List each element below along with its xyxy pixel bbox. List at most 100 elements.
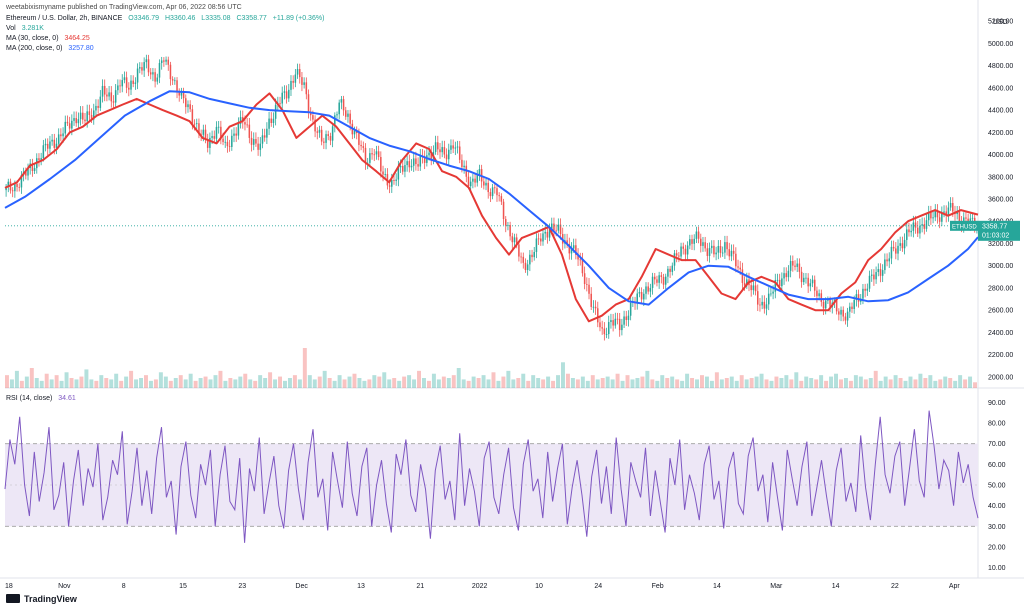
- candle-body: [601, 327, 603, 329]
- volume-bar: [407, 375, 412, 388]
- countdown-label: 01:03:02: [982, 232, 1009, 239]
- candle-body: [489, 192, 492, 197]
- candle-body: [303, 82, 305, 85]
- candle-body: [410, 165, 413, 168]
- volume-bar: [44, 373, 49, 388]
- candle-body: [445, 154, 448, 160]
- candle-body: [678, 255, 680, 257]
- candle-body: [566, 240, 568, 245]
- candle-body: [625, 316, 628, 320]
- candle-body: [51, 139, 53, 142]
- candle-body: [406, 161, 408, 166]
- candle-body: [211, 136, 213, 138]
- candle-body: [724, 242, 726, 253]
- candle-body: [44, 143, 47, 146]
- volume-bar: [605, 376, 610, 388]
- candle-body: [594, 306, 597, 309]
- candle-body: [40, 158, 42, 161]
- candle-body: [108, 92, 110, 97]
- candle-body: [947, 207, 950, 216]
- candle-body: [945, 211, 947, 216]
- candle-body: [77, 119, 80, 124]
- volume-bar: [417, 370, 421, 388]
- volume-bar: [387, 379, 392, 388]
- volume-bar: [759, 373, 764, 388]
- candle-body: [792, 260, 794, 266]
- legend-symbol-row: Ethereum / U.S. Dollar, 2h, BINANCE O334…: [6, 14, 328, 24]
- candle-body: [318, 129, 321, 133]
- candle-body: [522, 256, 525, 263]
- candle-body: [55, 143, 58, 148]
- candle-body: [71, 120, 73, 129]
- candle-body: [130, 80, 132, 90]
- candle-body: [717, 246, 720, 253]
- candle-body: [106, 94, 108, 97]
- candle-body: [147, 59, 150, 73]
- candle-body: [735, 253, 737, 267]
- volume-bar: [188, 373, 193, 388]
- volume-bar: [297, 379, 302, 388]
- candle-body: [125, 77, 128, 88]
- volume-bar: [744, 379, 749, 388]
- volume-bar: [193, 380, 198, 388]
- time-tick-label: 8: [122, 583, 126, 590]
- legend-ma200-label: MA (200, close, 0): [6, 45, 63, 52]
- candle-body: [930, 212, 932, 219]
- candle-body: [660, 275, 663, 277]
- time-tick-label: Apr: [949, 583, 961, 590]
- volume-bar: [312, 379, 317, 388]
- candle-body: [557, 224, 560, 231]
- price-tick-label: 3600.00: [988, 197, 1013, 204]
- volume-bar: [551, 380, 556, 388]
- candle-body: [509, 225, 511, 237]
- candle-body: [853, 299, 855, 310]
- candle-body: [888, 258, 891, 262]
- candle-body: [906, 229, 908, 240]
- candle-body: [202, 129, 205, 135]
- candle-body: [73, 118, 75, 121]
- candle-body: [384, 174, 386, 175]
- candle-body: [149, 72, 152, 75]
- candle-body: [752, 285, 755, 291]
- candle-body: [776, 279, 779, 281]
- volume-bar: [203, 376, 208, 388]
- volume-bar: [451, 375, 456, 388]
- candle-body: [919, 225, 921, 234]
- candle-body: [813, 279, 816, 291]
- candle-body: [483, 181, 485, 186]
- candle-body: [160, 60, 163, 64]
- tradingview-logo-icon: [6, 594, 20, 603]
- volume-bar: [546, 376, 551, 388]
- candle-body: [123, 77, 126, 81]
- candle-body: [524, 262, 527, 271]
- candle-body: [529, 254, 531, 265]
- candle-body: [934, 210, 937, 218]
- candle-body: [347, 113, 349, 117]
- candle-body: [599, 322, 601, 328]
- candle-body: [430, 152, 433, 159]
- volume-bar: [670, 376, 675, 388]
- candle-body: [741, 269, 744, 283]
- candle-body: [195, 123, 198, 125]
- price-tick-label: 4000.00: [988, 152, 1013, 159]
- volume-bar: [476, 378, 481, 388]
- candle-body: [163, 60, 165, 62]
- candle-body: [312, 115, 314, 120]
- candle-body: [452, 145, 454, 149]
- candle-body: [380, 157, 382, 172]
- volume-bar: [5, 375, 9, 388]
- candle-body: [739, 267, 741, 270]
- candle-body: [92, 110, 95, 120]
- candle-body: [886, 259, 888, 262]
- candle-body: [651, 276, 654, 288]
- candle-body: [66, 121, 69, 124]
- candle-body: [656, 279, 658, 283]
- candle-body: [708, 248, 711, 256]
- candle-body: [97, 105, 99, 108]
- candle-body: [916, 227, 919, 234]
- volume-bar: [695, 379, 699, 388]
- volume-bar: [580, 376, 585, 388]
- volume-bar: [208, 379, 213, 388]
- volume-bar: [491, 372, 496, 388]
